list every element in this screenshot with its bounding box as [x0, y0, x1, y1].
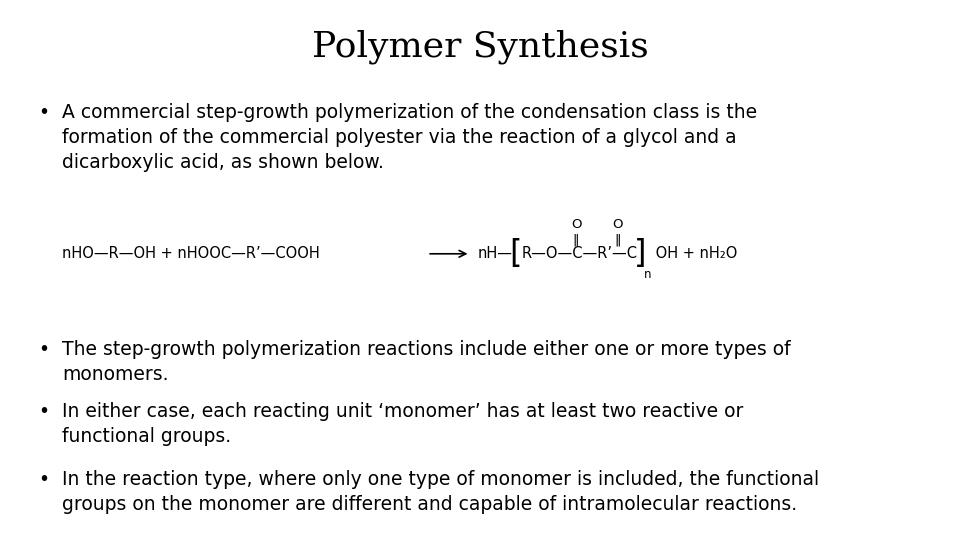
Text: •: •	[38, 402, 50, 421]
Text: nHO—R—OH + nHOOC—R’—COOH: nHO—R—OH + nHOOC—R’—COOH	[62, 246, 320, 261]
Text: Polymer Synthesis: Polymer Synthesis	[312, 30, 648, 64]
Text: O: O	[571, 218, 581, 231]
Text: •: •	[38, 340, 50, 359]
Text: R—O—C—R’—C: R—O—C—R’—C	[521, 246, 637, 261]
Text: The step-growth polymerization reactions include either one or more types of
mon: The step-growth polymerization reactions…	[62, 340, 791, 384]
Text: ‖: ‖	[614, 234, 620, 247]
Text: OH + nH₂O: OH + nH₂O	[651, 246, 737, 261]
Text: A commercial step-growth polymerization of the condensation class is the
formati: A commercial step-growth polymerization …	[62, 103, 757, 172]
Text: [: [	[509, 238, 521, 269]
Text: O: O	[612, 218, 622, 231]
Text: In either case, each reacting unit ‘monomer’ has at least two reactive or
functi: In either case, each reacting unit ‘mono…	[62, 402, 744, 446]
Text: ‖: ‖	[573, 234, 579, 247]
Text: •: •	[38, 470, 50, 489]
Text: In the reaction type, where only one type of monomer is included, the functional: In the reaction type, where only one typ…	[62, 470, 820, 514]
Text: •: •	[38, 103, 50, 122]
Text: nH—: nH—	[478, 246, 513, 261]
Text: n: n	[644, 268, 652, 281]
Text: ]: ]	[634, 238, 646, 269]
